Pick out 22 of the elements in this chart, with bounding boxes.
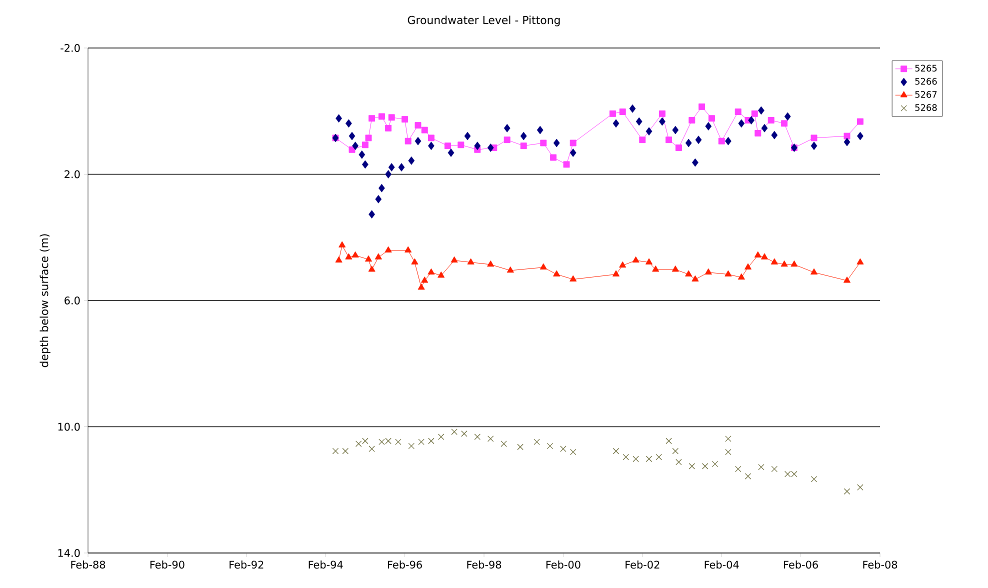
y-tick-label: 14.0	[58, 549, 80, 557]
x-tick-label: Feb-08	[863, 560, 898, 569]
chart-title: Groundwater Level - Pittong	[408, 16, 560, 26]
legend-label: 5266	[915, 78, 937, 85]
x-tick-label: Feb-96	[388, 560, 422, 569]
x-tick-label: Feb-88	[71, 560, 106, 569]
y-axis-title: depth below surface (m)	[40, 234, 50, 368]
x-tick-label: Feb-90	[150, 560, 184, 569]
legend-label: 5265	[915, 64, 937, 72]
y-tick-label: 6.0	[64, 296, 80, 304]
x-tick-label: Feb-04	[704, 560, 739, 569]
x-tick-label: Feb-02	[626, 560, 660, 569]
y-tick-label: 10.0	[58, 422, 80, 431]
legend-label: 5268	[915, 104, 937, 111]
x-tick-label: Feb-92	[230, 560, 264, 569]
x-tick-label: Feb-06	[784, 560, 818, 569]
legend-label: 5267	[915, 91, 937, 98]
x-tick-label: Feb-94	[308, 560, 343, 569]
y-tick-label: 2.0	[64, 170, 80, 178]
x-tick-label: Feb-98	[467, 560, 502, 569]
x-tick-label: Feb-00	[546, 560, 580, 569]
y-tick-label: -2.0	[60, 44, 80, 52]
